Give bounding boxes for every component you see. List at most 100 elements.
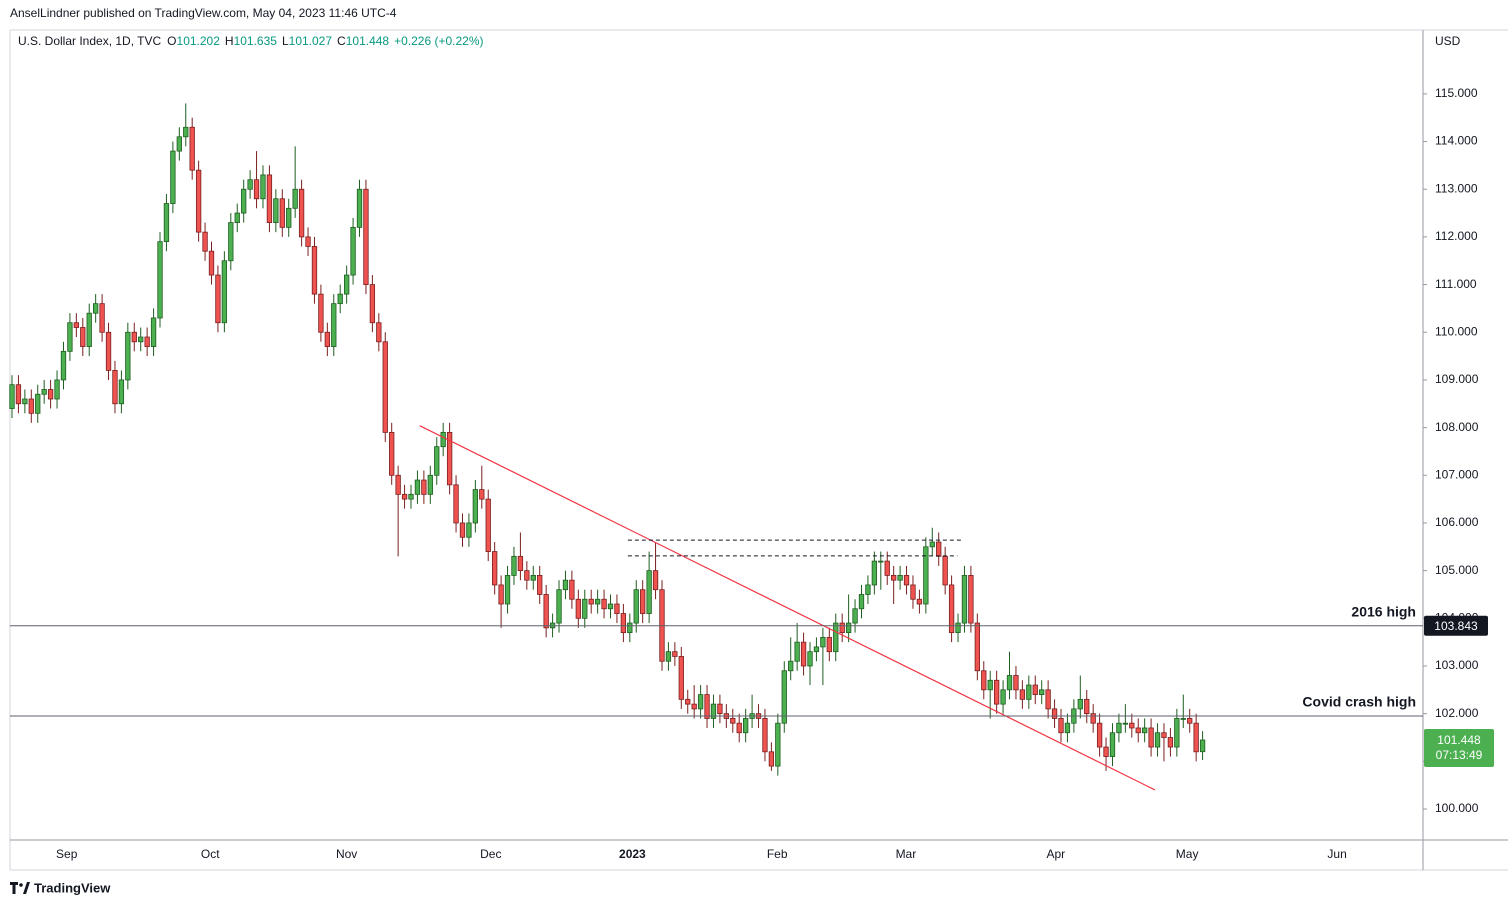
- candle-body: [936, 541, 942, 557]
- candle-body: [498, 584, 504, 605]
- candle-body: [337, 293, 343, 305]
- candle-body: [80, 327, 86, 347]
- brand-logo: [10, 882, 30, 894]
- candle-body: [1064, 722, 1071, 734]
- candle-body: [1032, 684, 1038, 695]
- y-tick-label: 109.000: [1435, 372, 1479, 386]
- countdown-text: 07:13:49: [1436, 748, 1483, 762]
- candle-body: [41, 389, 47, 395]
- legend-key: O: [167, 34, 176, 48]
- candle-body: [948, 584, 955, 634]
- candle-body: [524, 570, 530, 581]
- candle-body: [620, 613, 627, 634]
- candle-body: [697, 694, 704, 710]
- candle-body: [9, 384, 15, 409]
- candle-body: [974, 622, 980, 672]
- candle-body: [607, 603, 614, 610]
- candle-body: [176, 136, 182, 152]
- candle-body: [395, 474, 401, 495]
- candle-body: [266, 174, 273, 224]
- candle-body: [665, 651, 672, 662]
- candle-body: [1135, 727, 1141, 734]
- candle-body: [781, 670, 787, 724]
- candle-body: [1077, 698, 1083, 710]
- candle-body: [878, 560, 884, 563]
- candle-body: [1039, 689, 1045, 695]
- candle-body: [1148, 727, 1154, 748]
- candle-body: [170, 150, 176, 204]
- candle-body: [762, 718, 768, 753]
- currency-label: USD: [1435, 34, 1461, 48]
- candle-body: [1026, 684, 1032, 700]
- candle-body: [1103, 746, 1109, 757]
- candle-body: [601, 598, 607, 610]
- candle-body: [298, 188, 305, 238]
- candle-body: [414, 479, 421, 495]
- candle-body: [163, 203, 170, 243]
- candle-body: [575, 598, 581, 619]
- candle-body: [144, 336, 150, 347]
- candle-body: [138, 336, 144, 343]
- candle-body: [710, 703, 717, 719]
- candle-body: [292, 188, 298, 209]
- candle-body: [691, 703, 697, 710]
- publisher-note: AnselLindner published on TradingView.co…: [10, 6, 397, 20]
- candle-body: [678, 656, 684, 700]
- y-tick-label: 112.000: [1435, 229, 1478, 243]
- candle-body: [1174, 718, 1180, 748]
- level-badge-text: 103.843: [1434, 619, 1478, 633]
- y-tick-label: 113.000: [1435, 181, 1478, 195]
- candle-body: [279, 198, 285, 228]
- candle-body: [15, 384, 22, 405]
- candle-body: [350, 226, 356, 276]
- y-tick-label: 103.000: [1435, 658, 1479, 672]
- legend-value: 101.448: [346, 34, 390, 48]
- candle-body: [1051, 708, 1058, 719]
- y-tick-label: 108.000: [1435, 420, 1479, 434]
- candle-body: [839, 622, 845, 634]
- candle-body: [504, 575, 511, 605]
- candle-body: [247, 179, 253, 190]
- candle-body: [421, 479, 427, 495]
- x-tick-label: Oct: [201, 847, 220, 861]
- candle-body: [1000, 689, 1006, 705]
- level-label: 2016 high: [1351, 603, 1416, 619]
- y-tick-label: 111.000: [1435, 277, 1477, 291]
- candle-body: [652, 570, 659, 591]
- candle-body: [459, 522, 466, 538]
- candle-body: [22, 398, 28, 405]
- legend-value: 101.027: [289, 34, 333, 48]
- candle-body: [440, 431, 446, 448]
- candle-body: [1058, 718, 1064, 734]
- candle-body: [916, 598, 923, 605]
- candle-body: [633, 589, 639, 624]
- candle-body: [434, 446, 440, 476]
- candle-body: [826, 636, 832, 653]
- candle-body: [511, 555, 517, 576]
- symbol-legend: U.S. Dollar Index, 1D, TVC O101.202 H101.6…: [18, 34, 484, 48]
- candle-body: [537, 575, 543, 595]
- candles: [9, 103, 1206, 776]
- candle-body: [1006, 675, 1013, 691]
- candle-body: [730, 718, 736, 724]
- candle-body: [1122, 722, 1129, 725]
- candle-body: [955, 622, 961, 634]
- legend-key: H: [225, 34, 234, 48]
- candle-body: [183, 126, 189, 138]
- candle-body: [569, 579, 575, 600]
- candle-body: [1161, 732, 1167, 738]
- candle-body: [1019, 689, 1026, 700]
- candle-body: [228, 222, 234, 262]
- candle-body: [562, 579, 569, 591]
- last-price-text: 101.448: [1437, 733, 1481, 747]
- candle-body: [408, 493, 414, 500]
- x-tick-label: May: [1176, 847, 1199, 861]
- candle-body: [961, 575, 968, 624]
- candle-body: [865, 584, 871, 595]
- candle-body: [125, 331, 131, 381]
- y-tick-label: 102.000: [1435, 706, 1479, 720]
- candle-body: [672, 651, 678, 657]
- y-tick-label: 105.000: [1435, 563, 1479, 577]
- candle-body: [253, 179, 260, 200]
